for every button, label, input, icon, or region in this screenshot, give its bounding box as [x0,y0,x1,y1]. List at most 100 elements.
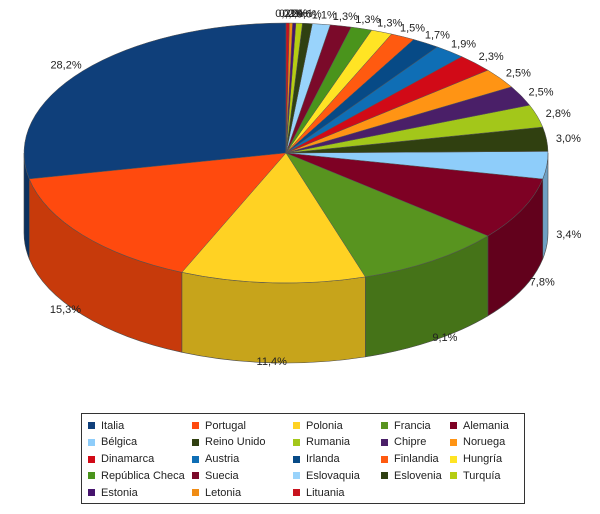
legend-item-francia: Francia [381,418,431,433]
legend-swatch [293,422,300,429]
data-label-italia: 28,2% [50,59,81,71]
data-label-hungria: 1,3% [377,18,402,30]
data-label-polonia: 11,4% [257,356,288,368]
data-label-estonia: 0,2% [282,8,307,20]
legend-item-irlanda: Irlanda [293,452,340,467]
legend-item-republica-checa: República Checa [88,468,185,483]
legend-label: Portugal [205,419,246,432]
data-label-francia: 9,1% [432,332,457,344]
legend-label: Finlandia [394,453,439,466]
legend-label: Hungría [463,453,503,466]
data-label-suecia: 1,3% [333,11,358,23]
legend-swatch [192,472,199,480]
legend-label: Lituania [306,486,345,499]
legend-swatch [293,438,300,446]
legend-label: Francia [394,419,431,432]
legend-item-lituania: Lituania [293,485,345,500]
legend-item-italia: Italia [88,418,124,433]
legend-swatch [450,438,457,446]
data-label-letonia: 0,2% [279,8,304,20]
legend-item-portugal: Portugal [192,418,246,433]
data-label-rumania: 2,8% [546,108,571,120]
slice-portugal [28,152,287,273]
legend-label: Suecia [205,469,239,482]
data-label-alemania: 7,8% [530,276,555,288]
data-label-noruega: 2,5% [506,67,531,79]
legend-item-rumania: Rumania [293,435,350,450]
legend-label: Chipre [394,436,427,449]
data-label-belgica: 3,4% [556,229,581,241]
legend-swatch [192,489,199,497]
legend-swatch [450,422,457,429]
legend-label: República Checa [101,469,185,482]
legend-label: Letonia [205,486,242,499]
legend-label: Alemania [463,419,509,432]
pie-top-slices [23,22,549,284]
legend-label: Rumania [306,436,351,449]
legend-swatch [450,455,457,463]
legend-swatch [88,438,95,446]
pie-sides [23,152,549,364]
legend-label: Polonia [306,419,343,432]
legend-label: Eslovenia [394,469,442,482]
legend-swatch [293,472,300,480]
data-label-chipre: 2,5% [529,86,554,98]
legend-swatch [88,455,95,463]
legend-item-austria: Austria [192,452,239,467]
legend-swatch [192,438,199,446]
legend-label: Austria [205,453,240,466]
legend-item-suecia: Suecia [192,468,239,483]
legend-label: Italia [101,419,125,432]
legend-swatch [293,489,300,497]
chart-legend: Italia Portugal Polonia Francia Alemania Bélg… [81,413,525,504]
data-label-reino-unido: 3,0% [556,133,581,145]
legend-swatch [192,455,199,463]
legend-label: Dinamarca [101,453,155,466]
legend-swatch [381,438,388,446]
legend-label: Turquía [463,469,501,482]
legend-label: Irlanda [306,453,340,466]
slice-italia [23,22,287,180]
legend-swatch [192,422,199,429]
data-label-irlanda: 1,7% [425,30,450,42]
legend-item-eslovaquia: Eslovaquia [293,468,360,483]
legend-swatch [88,489,95,497]
legend-swatch [450,472,457,480]
data-label-dinamarca: 2,3% [479,51,504,63]
legend-swatch [293,455,300,463]
legend-item-alemania: Alemania [450,418,509,433]
slice-alemania [285,152,544,237]
data-label-austria: 1,9% [451,39,476,51]
legend-item-finlandia: Finlandia [381,452,439,467]
data-label-turquia: 0,4% [288,8,313,20]
legend-item-turquia: Turquía [450,468,501,483]
legend-item-polonia: Polonia [293,418,343,433]
data-label-portugal: 15,3% [50,304,81,316]
legend-item-dinamarca: Dinamarca [88,452,154,467]
pie-data-labels: 28,2%15,3%11,4%9,1%7,8%3,4%3,0%2,8%2,5%2… [50,8,582,368]
slice-francia [285,152,489,278]
legend-label: Bélgica [101,436,138,449]
legend-swatch [381,472,388,480]
data-label-eslovaquia: 1,1% [312,9,337,21]
legend-swatch [381,422,388,429]
data-label-eslovenia: 0,6% [297,8,322,20]
legend-item-estonia: Estonia [88,485,138,500]
slice-polonia [181,152,366,284]
legend-swatch [381,455,388,463]
data-label-lituania: 0,2% [275,8,300,20]
legend-swatch [88,472,95,480]
legend-label: Noruega [463,436,506,449]
legend-item-eslovenia: Eslovenia [381,468,442,483]
legend-label: Estonia [101,486,138,499]
legend-item-belgica: Bélgica [88,435,137,450]
legend-item-chipre: Chipre [381,435,426,450]
side-polonia [181,271,366,364]
legend-swatch [88,422,95,429]
slice-lituania [285,22,290,154]
legend-label: Reino Unido [205,436,266,449]
legend-item-noruega: Noruega [450,435,505,450]
data-label-finlandia: 1,5% [400,23,425,35]
data-label-republica-checa: 1,3% [355,14,380,26]
